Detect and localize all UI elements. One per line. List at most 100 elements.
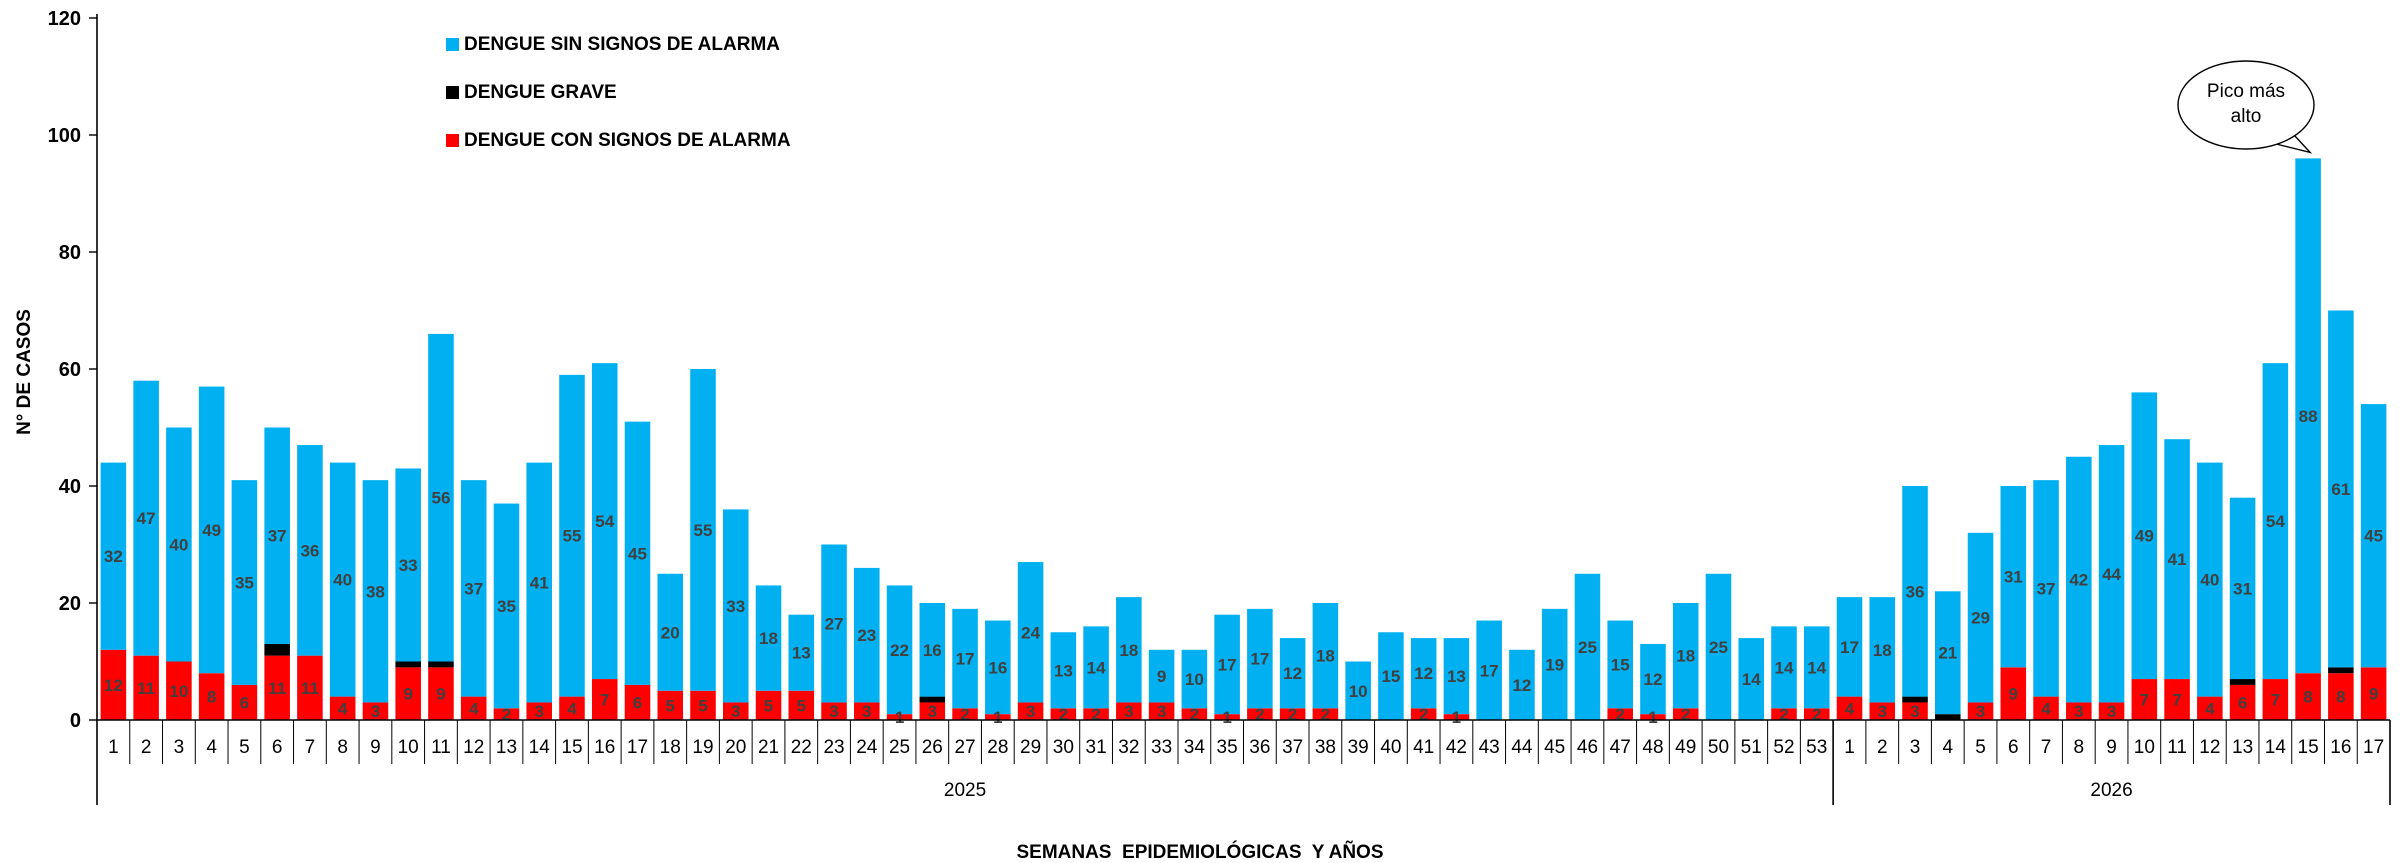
bar-segment [1443, 638, 1470, 715]
bar-segment [1869, 597, 1896, 703]
bar-segment [591, 363, 618, 680]
bar-segment [1836, 696, 1863, 720]
bar-segment [1541, 608, 1568, 720]
data-label: 10 [1185, 670, 1204, 689]
data-label: 18 [759, 629, 778, 648]
bar-segment [526, 702, 552, 720]
data-label: 33 [726, 597, 745, 616]
data-label: 25 [1709, 638, 1728, 657]
bar-segment [2295, 673, 2321, 720]
x-tick-label: 20 [725, 737, 746, 758]
x-tick-label: 9 [370, 737, 381, 758]
bar-segment [2197, 462, 2223, 697]
bar-segment [264, 427, 290, 644]
x-tick-label: 12 [2199, 737, 2220, 758]
data-label: 5 [764, 696, 773, 715]
data-label: 10 [1349, 682, 1368, 701]
bar-segment [2295, 158, 2321, 674]
x-tick-label: 17 [627, 737, 648, 758]
bars-layer: 3212471140104983563711361140438333956937… [100, 158, 2387, 727]
data-label: 33 [399, 556, 418, 575]
bar-segment [755, 585, 782, 691]
data-label: 8 [207, 688, 216, 707]
data-label: 29 [1971, 609, 1990, 628]
legend: DENGUE SIN SIGNOS DE ALARMA DENGUE GRAVE D… [446, 34, 791, 151]
data-label: 9 [1157, 667, 1166, 686]
x-tick-label: 15 [2298, 737, 2319, 758]
bar-segment [1378, 632, 1404, 720]
data-label: 6 [2238, 693, 2247, 712]
x-tick-label: 13 [2232, 737, 2253, 758]
data-label: 40 [169, 536, 188, 555]
data-label: 31 [2233, 579, 2252, 598]
bar-segment [1902, 702, 1928, 720]
x-tick-label: 45 [1544, 737, 1565, 758]
bar-segment [624, 421, 651, 685]
x-tick-label: 10 [2134, 737, 2155, 758]
callout-text: alto [2231, 106, 2262, 127]
bar-segment [1116, 597, 1142, 703]
data-label: 3 [731, 702, 740, 721]
bar-segment [362, 702, 389, 720]
bar-segment [1050, 632, 1077, 709]
bar-segment [493, 503, 520, 709]
data-label: 41 [530, 574, 549, 593]
bar-segment [1672, 708, 1699, 720]
bar-segment [2098, 702, 2125, 720]
x-tick-label: 6 [272, 737, 283, 758]
x-tick-label: 1 [1844, 737, 1855, 758]
data-label: 19 [1545, 655, 1564, 674]
data-label: 88 [2299, 407, 2318, 426]
bar-segment [1869, 702, 1896, 720]
bar-segment [1017, 702, 1044, 720]
bar-segment [2000, 486, 2027, 668]
bar-segment [133, 380, 159, 656]
bar-segment [2033, 696, 2059, 720]
data-label: 3 [928, 702, 937, 721]
data-label: 22 [890, 641, 909, 660]
callout-tail [2275, 134, 2313, 154]
data-label: 20 [661, 623, 680, 642]
bar-segment [1247, 708, 1273, 720]
data-label: 3 [1910, 702, 1919, 721]
data-label: 17 [1218, 655, 1237, 674]
data-label: 17 [1480, 661, 1499, 680]
data-label: 17 [1250, 650, 1269, 669]
bar-segment [2164, 679, 2190, 720]
x-tick-label: 26 [922, 737, 943, 758]
bar-segment [1312, 708, 1339, 720]
data-label: 14 [1087, 658, 1106, 677]
bar-segment [198, 673, 225, 720]
bar-segment [1148, 649, 1175, 703]
data-label: 17 [1840, 638, 1859, 657]
bar-segment [2033, 480, 2059, 697]
x-tick-label: 34 [1184, 737, 1206, 758]
bar-segment [821, 702, 847, 720]
data-label: 2 [1812, 705, 1821, 724]
bar-segment [166, 427, 192, 662]
data-label: 2 [1059, 705, 1068, 724]
bar-segment [2229, 679, 2256, 685]
bar-segment [2131, 392, 2158, 680]
x-tick-label: 24 [856, 737, 878, 758]
data-label: 4 [2041, 699, 2051, 718]
data-label: 45 [2364, 527, 2383, 546]
bar-segment [100, 649, 127, 720]
bar-segment [2328, 310, 2354, 668]
callout-seam [2274, 130, 2295, 142]
x-tick-label: 14 [2265, 737, 2287, 758]
bar-segment [297, 445, 323, 656]
y-tick-label: 20 [59, 593, 81, 615]
bar-segment [2262, 363, 2289, 680]
bar-segment [1640, 643, 1666, 715]
bar-segment [985, 714, 1011, 720]
bar-segment [1607, 620, 1633, 709]
bar-segment [1771, 708, 1797, 720]
x-tick-label: 2 [141, 737, 152, 758]
data-label: 18 [1119, 641, 1138, 660]
data-label: 32 [104, 547, 123, 566]
data-label: 2 [1419, 705, 1428, 724]
data-label: 4 [338, 699, 348, 718]
bar-segment [821, 544, 847, 703]
y-axis-title: N° DE CASOS [14, 309, 35, 435]
